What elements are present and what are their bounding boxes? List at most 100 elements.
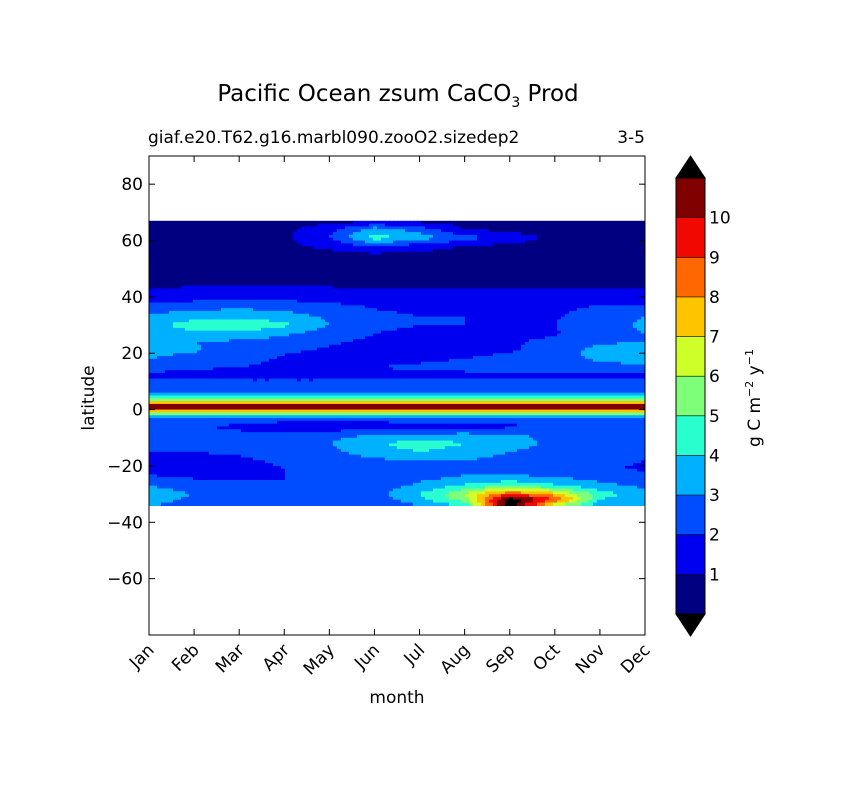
- field-cell: [533, 223, 538, 228]
- field-cell: [641, 313, 645, 318]
- field-cell: [553, 319, 558, 323]
- field-cell: [185, 268, 190, 273]
- field-cell: [377, 319, 382, 323]
- field-cell: [545, 330, 550, 335]
- field-cell: [469, 271, 474, 275]
- field-cell: [597, 313, 602, 318]
- field-cell: [185, 325, 190, 329]
- field-cell: [337, 263, 342, 267]
- field-cell: [237, 223, 242, 228]
- field-cell: [473, 234, 478, 239]
- field-cell: [333, 277, 338, 281]
- field-cell: [525, 251, 530, 256]
- field-cell: [353, 226, 358, 230]
- field-cell: [565, 310, 570, 315]
- field-cell: [201, 319, 206, 323]
- field-cell: [625, 240, 630, 244]
- field-cell: [337, 257, 342, 261]
- field-cell: [557, 251, 562, 256]
- field-cell: [265, 294, 270, 298]
- field-cell: [417, 274, 422, 278]
- field-cell: [165, 305, 170, 309]
- field-cell: [253, 325, 258, 329]
- field-cell: [209, 330, 214, 335]
- field-cell: [525, 302, 530, 306]
- field-cell: [225, 277, 230, 281]
- field-cell: [429, 237, 434, 242]
- field-cell: [465, 299, 470, 304]
- field-cell: [581, 254, 586, 259]
- field-cell: [525, 319, 530, 323]
- field-cell: [385, 322, 390, 326]
- field-cell: [197, 243, 202, 247]
- field-cell: [337, 243, 342, 247]
- field-cell: [489, 254, 494, 259]
- field-cell: [625, 327, 630, 332]
- field-cell: [345, 223, 350, 228]
- field-cell: [253, 257, 258, 261]
- field-cell: [405, 279, 410, 284]
- field-cell: [533, 251, 538, 256]
- field-cell: [461, 319, 466, 323]
- field-cell: [377, 302, 382, 306]
- field-cell: [313, 229, 318, 233]
- field-cell: [269, 240, 274, 244]
- field-cell: [277, 291, 282, 295]
- field-cell: [233, 319, 238, 323]
- field-cell: [393, 265, 398, 270]
- field-cell: [285, 229, 290, 233]
- field-cell: [549, 294, 554, 298]
- field-cell: [265, 310, 270, 315]
- field-cell: [181, 305, 186, 309]
- field-cell: [577, 263, 582, 267]
- field-cell: [461, 251, 466, 256]
- field-cell: [585, 237, 590, 242]
- field-cell: [597, 288, 602, 292]
- field-cell: [533, 299, 538, 304]
- field-cell: [201, 263, 206, 267]
- field-cell: [481, 271, 486, 275]
- field-cell: [261, 294, 266, 298]
- field-cell: [605, 330, 610, 335]
- field-cell: [541, 220, 546, 225]
- field-cell: [213, 294, 218, 298]
- field-cell: [401, 288, 406, 292]
- field-cell: [309, 294, 314, 298]
- field-cell: [425, 310, 430, 315]
- field-cell: [597, 232, 602, 236]
- field-cell: [513, 268, 518, 273]
- field-cell: [257, 223, 262, 228]
- field-cell: [457, 237, 462, 242]
- field-cell: [261, 325, 266, 329]
- chart-subtitle-left: giaf.e20.T62.g16.marbl090.zooO2.sizedep2: [148, 128, 519, 148]
- field-cell: [497, 296, 502, 301]
- field-cell: [281, 234, 286, 239]
- field-cell: [629, 260, 634, 264]
- field-cell: [153, 277, 158, 281]
- field-cell: [293, 223, 298, 228]
- field-cell: [625, 254, 630, 259]
- field-cell: [301, 277, 306, 281]
- field-cell: [565, 282, 570, 287]
- field-cell: [481, 232, 486, 236]
- field-cell: [329, 246, 334, 250]
- field-cell: [505, 237, 510, 242]
- field-cell: [181, 302, 186, 306]
- field-cell: [165, 271, 170, 275]
- field-cell: [561, 279, 566, 284]
- field-cell: [429, 305, 434, 309]
- field-cell: [565, 313, 570, 318]
- field-cell: [229, 274, 234, 278]
- field-cell: [601, 243, 606, 247]
- field-cell: [349, 291, 354, 295]
- field-cell: [273, 325, 278, 329]
- field-cell: [293, 263, 298, 267]
- field-cell: [545, 291, 550, 295]
- field-cell: [253, 327, 258, 332]
- field-cell: [417, 296, 422, 301]
- field-cell: [457, 268, 462, 273]
- field-cell: [513, 299, 518, 304]
- field-cell: [173, 220, 178, 225]
- field-cell: [289, 268, 294, 273]
- field-cell: [573, 294, 578, 298]
